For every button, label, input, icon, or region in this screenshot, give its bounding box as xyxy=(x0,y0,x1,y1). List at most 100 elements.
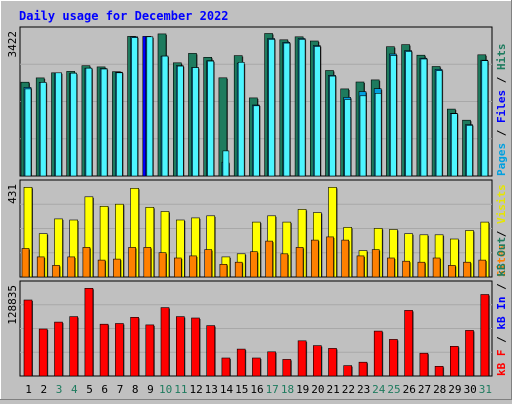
bar-kbytes-18 xyxy=(282,359,292,377)
bar-kbytes-11 xyxy=(176,316,185,377)
bar-pages-17 xyxy=(268,39,275,177)
bar-sites-12 xyxy=(189,255,197,278)
bar-pages-10 xyxy=(161,55,169,177)
chart-panels: 3422 431 128835 Pages / Files / Hits Sites /… xyxy=(6,26,508,377)
x-label-day-3: 3 xyxy=(56,383,63,396)
x-label-day-30: 30 xyxy=(464,383,477,396)
bar-kbytes-29 xyxy=(449,345,459,377)
bar-kbytes-19 xyxy=(297,340,307,377)
bar-sites-16 xyxy=(250,251,258,278)
bar-pages-11 xyxy=(177,65,184,177)
legend-label: Hits xyxy=(495,44,508,71)
panel-top: 3422 xyxy=(6,26,493,177)
legend-label: Visits xyxy=(495,184,508,224)
x-label-day-31: 31 xyxy=(479,383,492,396)
bar-sites-27 xyxy=(417,261,426,278)
bar-kbytes-4 xyxy=(69,316,78,377)
legend-label: kB F xyxy=(495,350,508,377)
bar-kbytes-23 xyxy=(358,361,368,377)
x-label-day-27: 27 xyxy=(418,383,431,396)
bar-kbytes-30 xyxy=(465,330,474,377)
bar-pages-31 xyxy=(481,60,489,177)
bar-pages-1 xyxy=(24,88,32,177)
x-label-day-5: 5 xyxy=(86,383,93,396)
legend-middle: Sites / Visits xyxy=(495,184,508,277)
bar-sites-22 xyxy=(341,239,350,278)
legend-separator: / xyxy=(495,123,508,143)
bar-sites-8 xyxy=(128,247,136,278)
legend-bottom: kB F / kB In / kB Out xyxy=(495,237,508,376)
x-label-day-26: 26 xyxy=(403,383,416,396)
x-label-day-15: 15 xyxy=(235,383,248,396)
x-label-day-22: 22 xyxy=(342,383,355,396)
bar-kbytes-2 xyxy=(38,328,48,377)
bar-pages-19 xyxy=(298,39,306,177)
bar-pages-24 xyxy=(374,93,382,177)
x-label-day-14: 14 xyxy=(220,383,234,396)
bar-kbytes-25 xyxy=(389,339,398,377)
bar-kbytes-8 xyxy=(130,316,139,377)
legend-top: Pages / Files / Hits xyxy=(495,44,508,177)
legend-label: Sites xyxy=(495,244,508,277)
panel-middle-max-label: 431 xyxy=(6,184,19,204)
bar-sites-31 xyxy=(478,259,487,278)
x-label-day-6: 6 xyxy=(101,383,108,396)
bar-sites-13 xyxy=(204,249,212,278)
bar-sites-26 xyxy=(402,260,410,278)
bar-kbytes-24 xyxy=(373,330,383,377)
bar-pages-5 xyxy=(85,67,93,177)
bar-kbytes-28 xyxy=(434,365,444,377)
bar-sites-23 xyxy=(356,255,365,278)
legend-separator: / xyxy=(495,70,508,90)
bar-sites-4 xyxy=(67,256,75,278)
bar-sites-30 xyxy=(463,261,471,278)
bar-kbytes-6 xyxy=(99,323,109,377)
bar-pages-20 xyxy=(313,46,321,177)
bar-pages-27 xyxy=(420,58,428,177)
bar-pages-12 xyxy=(192,67,199,177)
bar-pages-25 xyxy=(390,55,397,177)
bar-sites-10 xyxy=(158,252,167,278)
x-axis-labels: 1 2 3 4 5 6 7 8 9 10 11 12 13 14 15 16 17 18 19 20 21 22 23 24 2… xyxy=(25,383,492,396)
bar-pages-28 xyxy=(435,70,443,177)
bar-sites-1 xyxy=(21,248,30,278)
x-label-day-12: 12 xyxy=(189,383,202,396)
bar-kbytes-9 xyxy=(145,324,155,377)
bar-sites-24 xyxy=(371,249,380,278)
bar-kbytes-12 xyxy=(191,317,200,377)
x-label-day-19: 19 xyxy=(296,383,309,396)
x-label-day-11: 11 xyxy=(174,383,187,396)
legend-separator: / xyxy=(495,224,508,244)
x-label-day-8: 8 xyxy=(132,383,139,396)
x-label-day-24: 24 xyxy=(372,383,386,396)
bar-pages-3 xyxy=(55,72,62,177)
bar-pages-7 xyxy=(116,72,123,177)
bar-sites-3 xyxy=(52,265,60,278)
bar-pages-18 xyxy=(283,42,291,177)
bar-kbytes-26 xyxy=(404,310,413,377)
bar-sites-17 xyxy=(265,240,273,278)
bar-kbytes-22 xyxy=(343,365,353,377)
x-label-day-13: 13 xyxy=(205,383,218,396)
bar-sites-20 xyxy=(310,239,319,278)
panel-top-max-label: 3422 xyxy=(6,31,19,58)
bar-pages-15 xyxy=(237,61,245,177)
x-label-day-20: 20 xyxy=(311,383,324,396)
bar-sites-9 xyxy=(143,247,152,278)
bar-sites-7 xyxy=(113,258,121,278)
legend-label: kB Out xyxy=(495,237,508,277)
bar-kbytes-1 xyxy=(23,299,33,377)
bar-pages-21 xyxy=(329,75,336,177)
x-label-day-4: 4 xyxy=(71,383,78,396)
bar-sites-19 xyxy=(295,247,304,278)
bar-sites-6 xyxy=(97,259,106,278)
bar-pages-9 xyxy=(146,36,154,177)
bar-kbytes-3 xyxy=(54,321,63,377)
bar-kbytes-10 xyxy=(160,307,170,377)
bar-sites-5 xyxy=(82,247,91,278)
bar-sites-11 xyxy=(174,257,182,278)
x-label-day-25: 25 xyxy=(387,383,400,396)
x-label-day-10: 10 xyxy=(159,383,172,396)
